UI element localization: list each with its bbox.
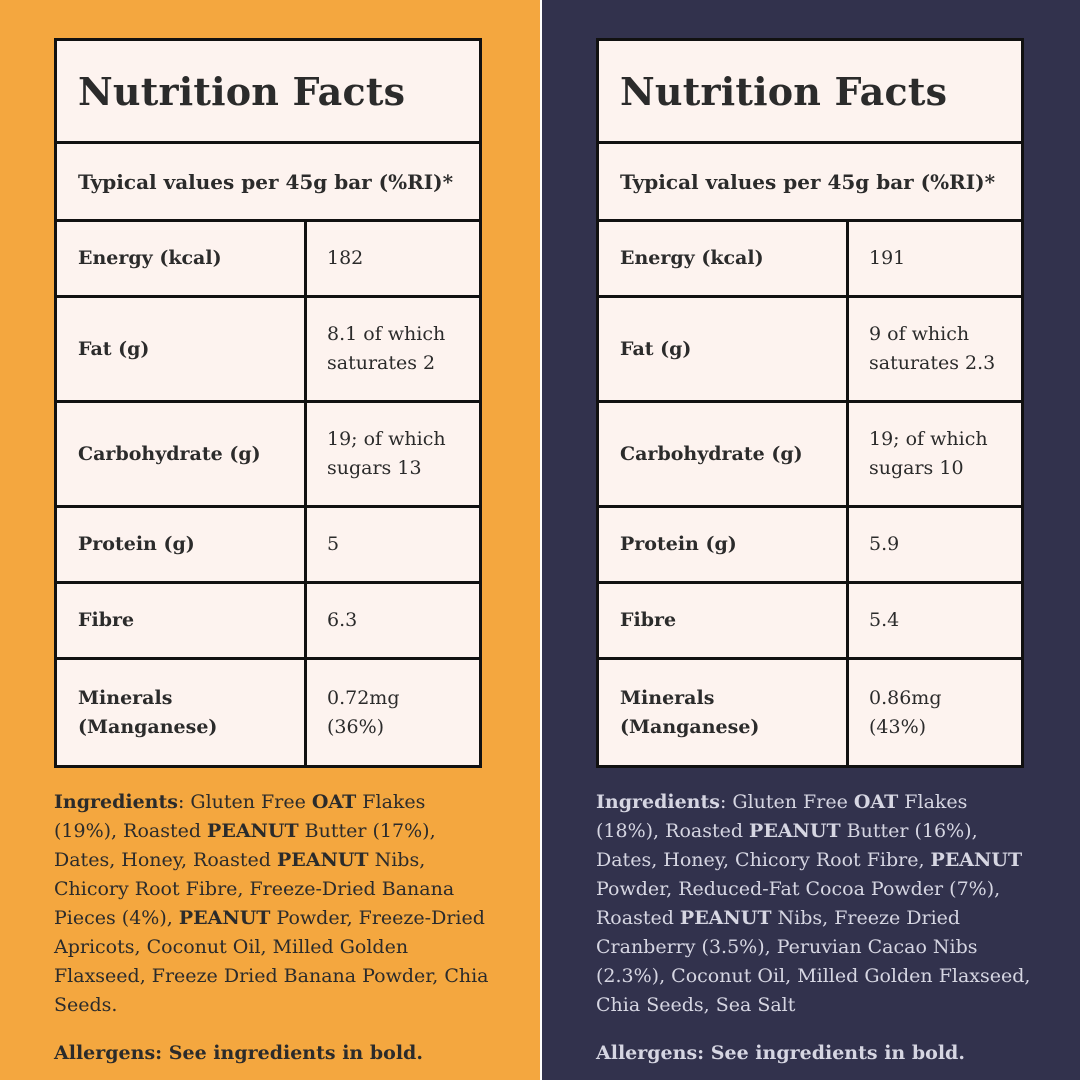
nutrient-label: Fibre bbox=[599, 584, 849, 657]
nutrition-facts-table: Nutrition Facts Typical values per 45g b… bbox=[596, 38, 1024, 768]
nutrient-value: 182 bbox=[327, 247, 364, 269]
nutrition-facts-table: Nutrition Facts Typical values per 45g b… bbox=[54, 38, 482, 768]
nutrient-label: Fibre bbox=[57, 584, 307, 657]
nutrition-row: Fibre 5.4 bbox=[599, 584, 1021, 660]
nutrient-label: Energy (kcal) bbox=[599, 222, 849, 295]
nutrient-value: 6.3 bbox=[327, 609, 358, 631]
nutrition-row: Carbohydrate (g) 19; of which sugars 10 bbox=[599, 403, 1021, 508]
nutrient-value: 5.4 bbox=[869, 609, 900, 631]
allergens-note: Allergens: See ingredients in bold. bbox=[596, 1042, 965, 1064]
serving-size-label: Typical values per 45g bar (%RI)* bbox=[57, 144, 479, 222]
ingredients-text: Ingredients: Gluten Free OAT Flakes (19%… bbox=[54, 791, 489, 1016]
nutrition-row: Energy (kcal) 191 bbox=[599, 222, 1021, 298]
nutrient-value: 19; of which sugars 10 bbox=[869, 428, 988, 479]
nutrient-value: 0.86mg (43%) bbox=[869, 686, 942, 738]
nutrition-row: Minerals (Manganese) 0.72mg (36%) bbox=[57, 660, 479, 765]
nutrition-facts-title: Nutrition Facts bbox=[599, 41, 1021, 144]
nutrient-label: Fat (g) bbox=[57, 298, 307, 400]
nutrient-value: 191 bbox=[869, 247, 906, 269]
nutrition-row: Fat (g) 8.1 of which saturates 2 bbox=[57, 298, 479, 403]
serving-size-label: Typical values per 45g bar (%RI)* bbox=[599, 144, 1021, 222]
nutrient-value: 5 bbox=[327, 533, 340, 555]
nutrient-label: Energy (kcal) bbox=[57, 222, 307, 295]
nutrition-row: Carbohydrate (g) 19; of which sugars 13 bbox=[57, 403, 479, 508]
nutrition-row: Protein (g) 5 bbox=[57, 508, 479, 584]
nutrient-label: Minerals (Manganese) bbox=[599, 660, 849, 765]
right-panel: Nutrition Facts Typical values per 45g b… bbox=[540, 0, 1080, 1080]
nutrition-row: Fat (g) 9 of which saturates 2.3 bbox=[599, 298, 1021, 403]
nutrient-label: Fat (g) bbox=[599, 298, 849, 400]
nutrient-label: Carbohydrate (g) bbox=[599, 403, 849, 505]
nutrient-value: 9 of which saturates 2.3 bbox=[869, 323, 996, 374]
nutrient-label: Protein (g) bbox=[57, 508, 307, 581]
nutrient-value: 19; of which sugars 13 bbox=[327, 428, 446, 479]
nutrition-rows: Energy (kcal) 191 Fat (g) 9 of which saturat… bbox=[599, 222, 1021, 765]
nutrition-rows: Energy (kcal) 182 Fat (g) 8.1 of which satur… bbox=[57, 222, 479, 765]
nutrient-label: Protein (g) bbox=[599, 508, 849, 581]
nutrition-row: Energy (kcal) 182 bbox=[57, 222, 479, 298]
nutrient-label: Carbohydrate (g) bbox=[57, 403, 307, 505]
nutrient-label: Minerals (Manganese) bbox=[57, 660, 307, 765]
nutrition-row: Protein (g) 5.9 bbox=[599, 508, 1021, 584]
left-panel: Nutrition Facts Typical values per 45g b… bbox=[0, 0, 540, 1080]
nutrition-facts-title: Nutrition Facts bbox=[57, 41, 479, 144]
allergens-note: Allergens: See ingredients in bold. bbox=[54, 1042, 423, 1064]
nutrient-value: 5.9 bbox=[869, 533, 900, 555]
nutrient-value: 8.1 of which saturates 2 bbox=[327, 323, 446, 374]
ingredients-text: Ingredients: Gluten Free OAT Flakes (18%… bbox=[596, 791, 1031, 1016]
nutrition-row: Minerals (Manganese) 0.86mg (43%) bbox=[599, 660, 1021, 765]
nutrient-value: 0.72mg (36%) bbox=[327, 686, 400, 738]
nutrition-row: Fibre 6.3 bbox=[57, 584, 479, 660]
